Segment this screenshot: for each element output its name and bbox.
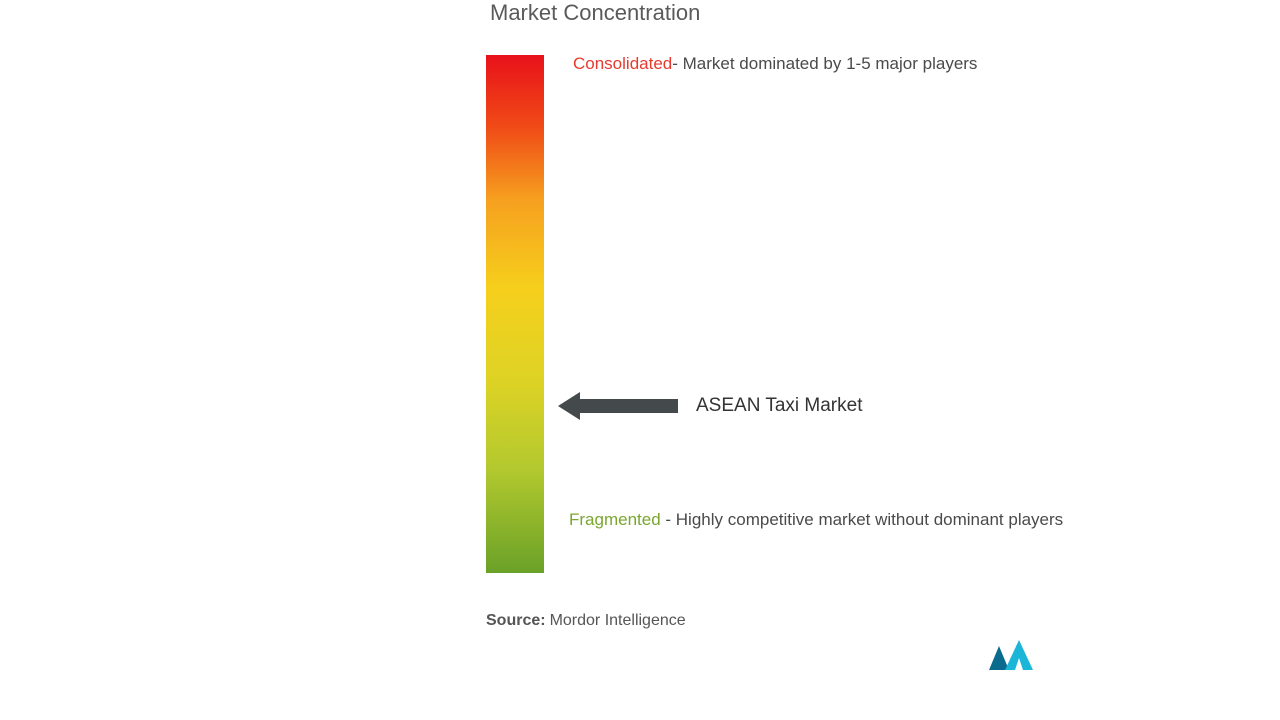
consolidated-lead: Consolidated [573,54,672,73]
source-value: Mordor Intelligence [550,612,686,629]
source-label: Source: [486,612,546,629]
fragmented-label: Fragmented - Highly competitive market w… [569,503,1079,536]
market-name: ASEAN Taxi Market [696,395,862,417]
brand-logo-icon [989,640,1037,670]
chart-title: Market Concentration [490,0,700,26]
consolidated-label: Consolidated- Market dominated by 1-5 ma… [573,54,977,74]
arrow-left-icon [558,389,678,423]
source-line: Source:Mordor Intelligence [486,612,686,630]
concentration-gradient-bar [486,55,544,573]
fragmented-desc: - Highly competitive market without domi… [661,510,1064,529]
consolidated-desc: - Market dominated by 1-5 major players [672,54,977,73]
fragmented-lead: Fragmented [569,510,661,529]
market-marker: ASEAN Taxi Market [558,389,862,423]
